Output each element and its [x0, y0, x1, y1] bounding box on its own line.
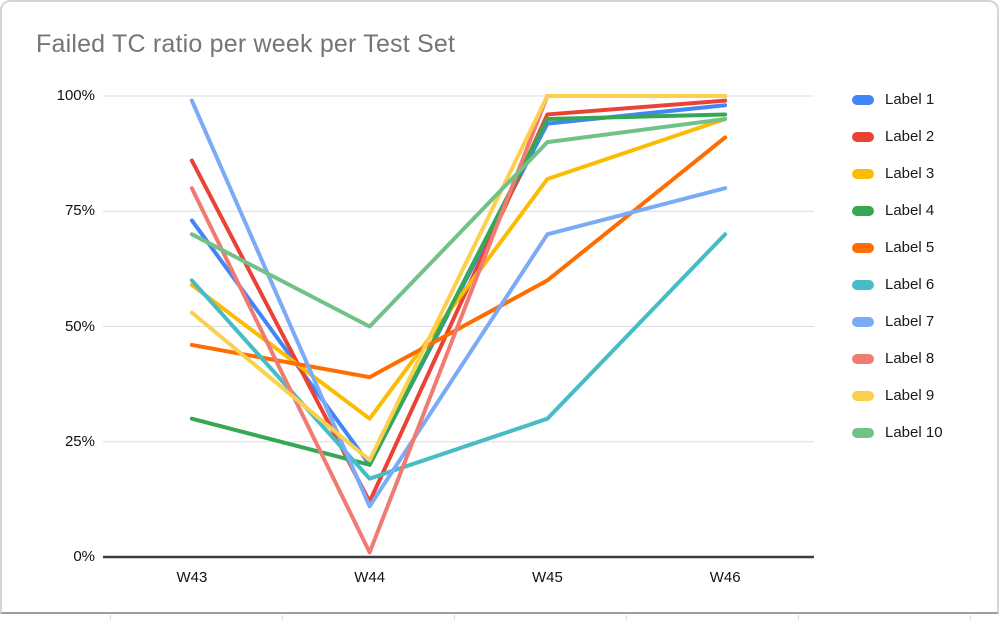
legend-item-1: Label 1	[852, 88, 943, 111]
series-line-7[interactable]	[189, 98, 728, 509]
series-line-8[interactable]	[189, 94, 728, 555]
legend-swatch-icon	[852, 316, 874, 327]
legend-swatch-icon	[852, 353, 874, 364]
sheet-gridline-tick	[454, 615, 455, 620]
legend-item-5: Label 5	[852, 236, 943, 259]
legend-label: Label 4	[885, 202, 935, 219]
sheet-strip	[0, 614, 999, 620]
legend-label: Label 7	[885, 313, 935, 330]
series-line-9[interactable]	[189, 94, 728, 463]
series-line-10[interactable]	[189, 117, 728, 329]
legend-label: Label 8	[885, 350, 935, 367]
legend-swatch-icon	[852, 242, 874, 253]
legend-swatch-icon	[852, 390, 874, 401]
legend-item-4: Label 4	[852, 199, 943, 222]
legend-swatch-icon	[852, 131, 874, 142]
series-line-3[interactable]	[189, 117, 728, 421]
legend-item-9: Label 9	[852, 384, 943, 407]
series-line-6[interactable]	[189, 232, 728, 481]
sheet-gridline-tick	[282, 615, 283, 620]
x-tick-label: W44	[354, 569, 386, 586]
legend-label: Label 6	[885, 276, 935, 293]
series-line-5[interactable]	[189, 135, 728, 380]
legend-label: Label 1	[885, 91, 935, 108]
sheet-gridline-tick	[626, 615, 627, 620]
legend-item-10: Label 10	[852, 421, 943, 444]
sheet-gridline-tick	[110, 615, 111, 620]
y-tick-label: 100%	[56, 87, 95, 104]
legend-label: Label 9	[885, 387, 935, 404]
legend-item-2: Label 2	[852, 125, 943, 148]
legend-swatch-icon	[852, 168, 874, 179]
series-line-2[interactable]	[189, 98, 728, 504]
x-tick-label: W45	[531, 569, 563, 586]
y-tick-label: 0%	[73, 548, 95, 565]
y-tick-label: 75%	[64, 202, 95, 220]
sheet-gridline-tick	[970, 615, 971, 620]
legend: Label 1 Label 2 Label 3 Label 4 Label 5 Label…	[852, 88, 943, 458]
y-tick-label: 50%	[64, 317, 95, 335]
legend-item-8: Label 8	[852, 347, 943, 370]
series-line-4[interactable]	[189, 112, 728, 467]
sheet-gridline-tick	[798, 615, 799, 620]
legend-item-6: Label 6	[852, 273, 943, 296]
legend-swatch-icon	[852, 427, 874, 438]
x-tick-label: W46	[709, 569, 741, 586]
y-tick-label: 25%	[64, 432, 95, 450]
legend-swatch-icon	[852, 279, 874, 290]
legend-swatch-icon	[852, 94, 874, 105]
legend-label: Label 5	[885, 239, 935, 256]
chart-title: Failed TC ratio per week per Test Set	[36, 30, 456, 58]
legend-swatch-icon	[852, 205, 874, 216]
legend-item-7: Label 7	[852, 310, 943, 333]
x-tick-label: W43	[176, 569, 208, 586]
legend-label: Label 2	[885, 128, 935, 145]
legend-label: Label 3	[885, 165, 935, 182]
legend-label: Label 10	[885, 424, 943, 441]
legend-item-3: Label 3	[852, 162, 943, 185]
